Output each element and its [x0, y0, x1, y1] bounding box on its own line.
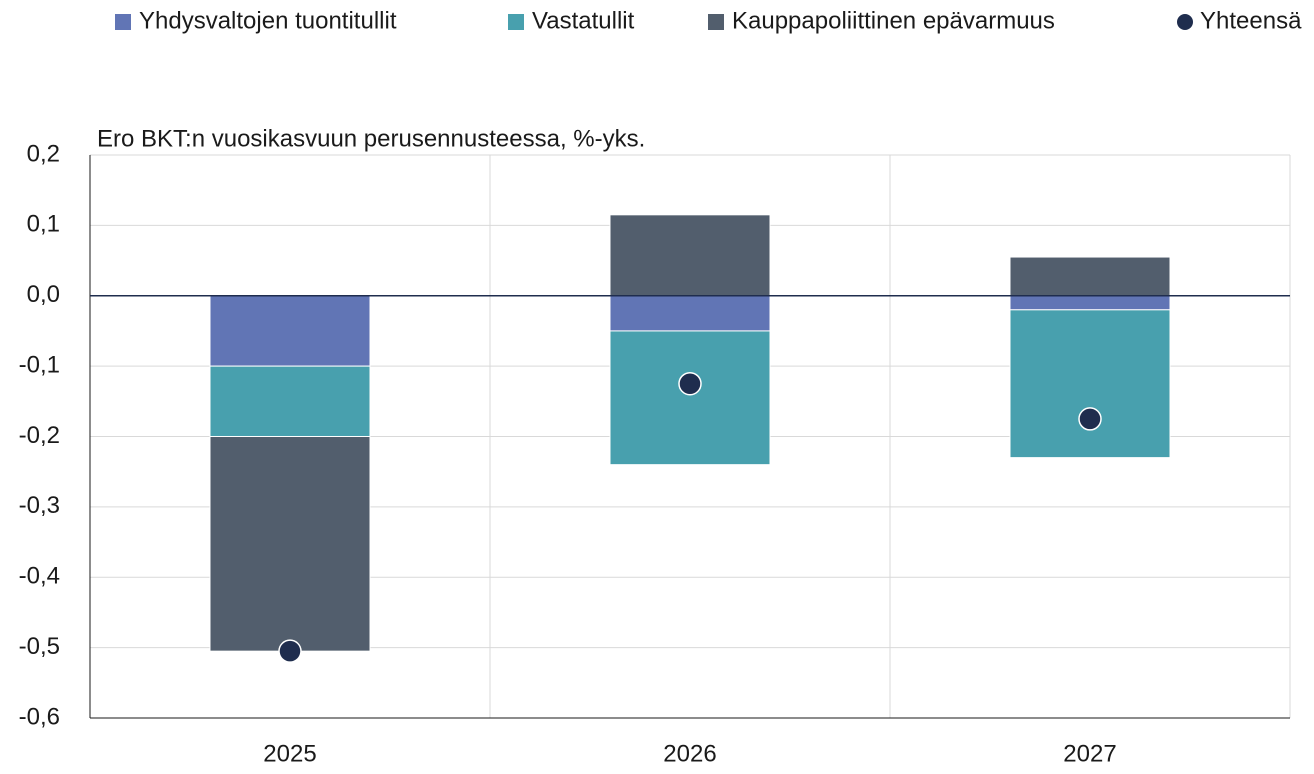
y-tick-label: -0,6	[19, 703, 60, 730]
y-tick-label: 0,1	[27, 211, 60, 238]
bar-segment	[209, 295, 371, 367]
bar-segment	[609, 214, 771, 297]
bar-segment	[1009, 256, 1171, 297]
bar-segment	[1009, 309, 1171, 459]
legend-swatch	[115, 14, 131, 30]
bar-segment	[209, 436, 371, 652]
y-tick-label: 0,2	[27, 140, 60, 167]
total-dot	[1078, 407, 1102, 431]
bar-segment	[609, 330, 771, 466]
y-tick-label: 0,0	[27, 281, 60, 308]
y-tick-label: -0,2	[19, 422, 60, 449]
x-tick-label: 2026	[663, 740, 716, 767]
total-dot	[678, 371, 702, 396]
y-tick-label: -0,5	[19, 633, 60, 660]
total-dot	[278, 639, 302, 663]
legend-label: Yhteensä	[1200, 7, 1302, 34]
bar-segment	[209, 365, 371, 437]
x-tick-label: 2025	[263, 740, 316, 767]
legend-label: Vastatullit	[532, 7, 635, 34]
legend-marker	[1177, 14, 1193, 30]
x-tick-label: 2027	[1063, 740, 1116, 767]
y-tick-label: -0,3	[19, 492, 60, 519]
subtitle: Ero BKT:n vuosikasvuun perusennusteessa,…	[97, 125, 645, 152]
legend-swatch	[708, 14, 724, 30]
legend-label: Kauppapoliittinen epävarmuus	[732, 7, 1055, 34]
y-tick-label: -0,1	[19, 351, 60, 378]
bar-segment	[1009, 295, 1171, 311]
y-tick-label: -0,4	[19, 563, 60, 590]
bar-segment	[609, 295, 771, 332]
legend-swatch	[508, 14, 524, 30]
legend-label: Yhdysvaltojen tuontitullit	[139, 7, 397, 34]
